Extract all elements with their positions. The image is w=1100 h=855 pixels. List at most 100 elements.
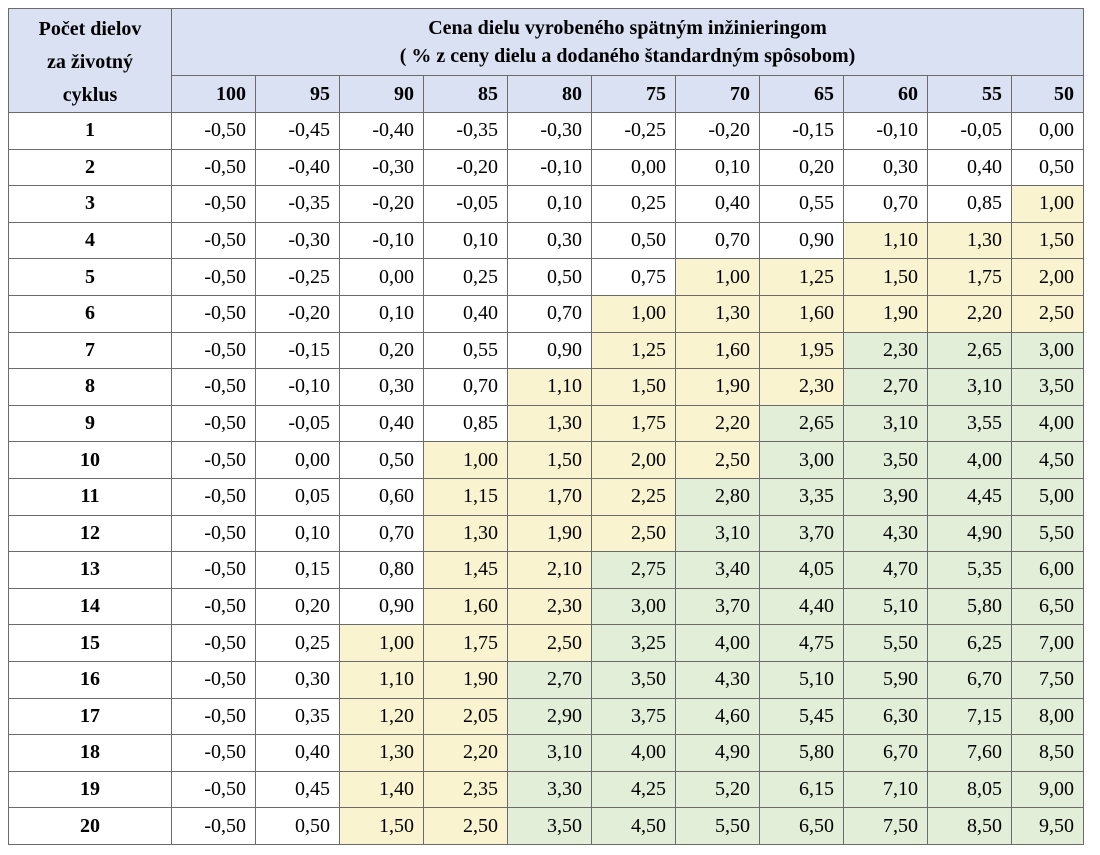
table-cell: 7,50 [1011, 660, 1084, 699]
row-header: 19 [8, 770, 172, 809]
table-cell: -0,05 [927, 112, 1012, 150]
table-cell: 3,70 [675, 587, 760, 626]
table-row: 11 -0,50 0,05 0,60 1,15 1,70 2,25 2,80 3,35 3,90 4… [8, 477, 1084, 516]
table-cell: 3,70 [759, 514, 844, 553]
row-header: 7 [8, 331, 172, 370]
table-cell: 0,85 [423, 404, 508, 443]
table-cell: 1,00 [591, 294, 676, 333]
table-cell: -0,10 [507, 148, 592, 187]
table-cell: -0,40 [255, 148, 340, 187]
table-cell: 1,50 [591, 368, 676, 406]
table-cell: -0,10 [843, 112, 928, 150]
table-cell: -0,50 [171, 697, 256, 736]
table-row: 7 -0,50 -0,15 0,20 0,55 0,90 1,25 1,60 1,95 2,30 2… [8, 331, 1084, 370]
row-header: 13 [8, 551, 172, 589]
table-cell: 0,70 [843, 185, 928, 223]
table-cell: -0,10 [339, 221, 424, 260]
table-cell: 5,80 [759, 734, 844, 772]
table-cell: 0,35 [255, 697, 340, 736]
table-cell: 1,70 [507, 477, 592, 516]
table-cell: 0,00 [255, 441, 340, 479]
row-header: 14 [8, 587, 172, 626]
table-cell: 2,50 [423, 807, 508, 845]
table-cell: 2,05 [423, 697, 508, 736]
table-cell: 3,00 [591, 587, 676, 626]
table-cell: 1,60 [423, 587, 508, 626]
table-cell: 2,00 [1011, 258, 1084, 296]
row-label-line: cyklus [62, 84, 118, 106]
table-cell: 2,50 [675, 441, 760, 479]
table-container: Počet dielov za životný cyklus Cena diel… [8, 7, 1084, 845]
table-cell: 2,30 [759, 368, 844, 406]
table-cell: 5,50 [1011, 514, 1084, 553]
column-header: 80 [507, 75, 592, 113]
table-cell: 3,75 [591, 697, 676, 736]
table-cell: 2,00 [591, 441, 676, 479]
table-row: 6 -0,50 -0,20 0,10 0,40 0,70 1,00 1,30 1,60 1,90 2… [8, 294, 1084, 333]
table-cell: 1,90 [675, 368, 760, 406]
table-cell: 0,20 [759, 148, 844, 187]
table-cell: 1,15 [423, 477, 508, 516]
table-cell: 7,10 [843, 770, 928, 809]
table-cell: 0,25 [423, 258, 508, 296]
table-cell: 3,10 [675, 514, 760, 553]
table-cell: -0,50 [171, 294, 256, 333]
row-header: 5 [8, 258, 172, 296]
table-cell: 3,50 [591, 660, 676, 699]
row-header: 20 [8, 807, 172, 845]
table-cell: 1,25 [759, 258, 844, 296]
table-cell: 1,90 [507, 514, 592, 553]
row-label-header: Počet dielov za životný cyklus [8, 8, 172, 113]
table-cell: 4,70 [843, 551, 928, 589]
table-cell: 0,30 [843, 148, 928, 187]
table-cell: 0,45 [255, 770, 340, 809]
row-label-line: Počet dielov [38, 18, 142, 40]
table-cell: 3,50 [1011, 368, 1084, 406]
table-cell: 0,50 [507, 258, 592, 296]
table-cell: -0,20 [255, 294, 340, 333]
table-cell: -0,50 [171, 624, 256, 662]
table-cell: 4,90 [927, 514, 1012, 553]
table-cell: 6,50 [759, 807, 844, 845]
table-cell: 3,40 [675, 551, 760, 589]
table-cell: 3,55 [927, 404, 1012, 443]
table-cell: 0,55 [759, 185, 844, 223]
table-body: 1 -0,50 -0,45 -0,40 -0,35 -0,30 -0,25 -0,20 -0,1… [8, 112, 1084, 845]
table-cell: 0,70 [423, 368, 508, 406]
table-cell: -0,20 [675, 112, 760, 150]
table-cell: 0,30 [255, 660, 340, 699]
table-cell: 2,80 [675, 477, 760, 516]
table-cell: -0,05 [423, 185, 508, 223]
table-cell: 0,10 [423, 221, 508, 260]
table-cell: 1,30 [927, 221, 1012, 260]
table-title: Cena dielu vyrobeného spätným inžinierin… [171, 7, 1084, 77]
table-cell: 9,50 [1011, 807, 1084, 845]
table-cell: 0,40 [339, 404, 424, 443]
row-header: 3 [8, 185, 172, 223]
table-cell: 1,90 [423, 660, 508, 699]
table-cell: 3,00 [1011, 331, 1084, 370]
table-cell: 0,25 [591, 185, 676, 223]
table-cell: 1,50 [1011, 221, 1084, 260]
table-cell: 1,10 [339, 660, 424, 699]
table-cell: 1,75 [423, 624, 508, 662]
table-cell: 0,00 [339, 258, 424, 296]
table-cell: 0,25 [255, 624, 340, 662]
table-row: 18 -0,50 0,40 1,30 2,20 3,10 4,00 4,90 5,80 6,70 7… [8, 734, 1084, 772]
table-cell: 0,70 [507, 294, 592, 333]
table-cell: 3,35 [759, 477, 844, 516]
table-row: 4 -0,50 -0,30 -0,10 0,10 0,30 0,50 0,70 0,90 1,10… [8, 221, 1084, 260]
table-cell: 4,75 [759, 624, 844, 662]
table-cell: 0,20 [255, 587, 340, 626]
column-header: 100 [171, 75, 256, 113]
table-cell: -0,15 [759, 112, 844, 150]
table-cell: -0,20 [423, 148, 508, 187]
table-cell: 3,10 [507, 734, 592, 772]
table-cell: 2,70 [507, 660, 592, 699]
table-cell: -0,50 [171, 112, 256, 150]
table-cell: 2,35 [423, 770, 508, 809]
table-cell: 0,00 [1011, 112, 1084, 150]
table-cell: 0,10 [675, 148, 760, 187]
table-cell: 0,30 [339, 368, 424, 406]
table-cell: -0,50 [171, 734, 256, 772]
